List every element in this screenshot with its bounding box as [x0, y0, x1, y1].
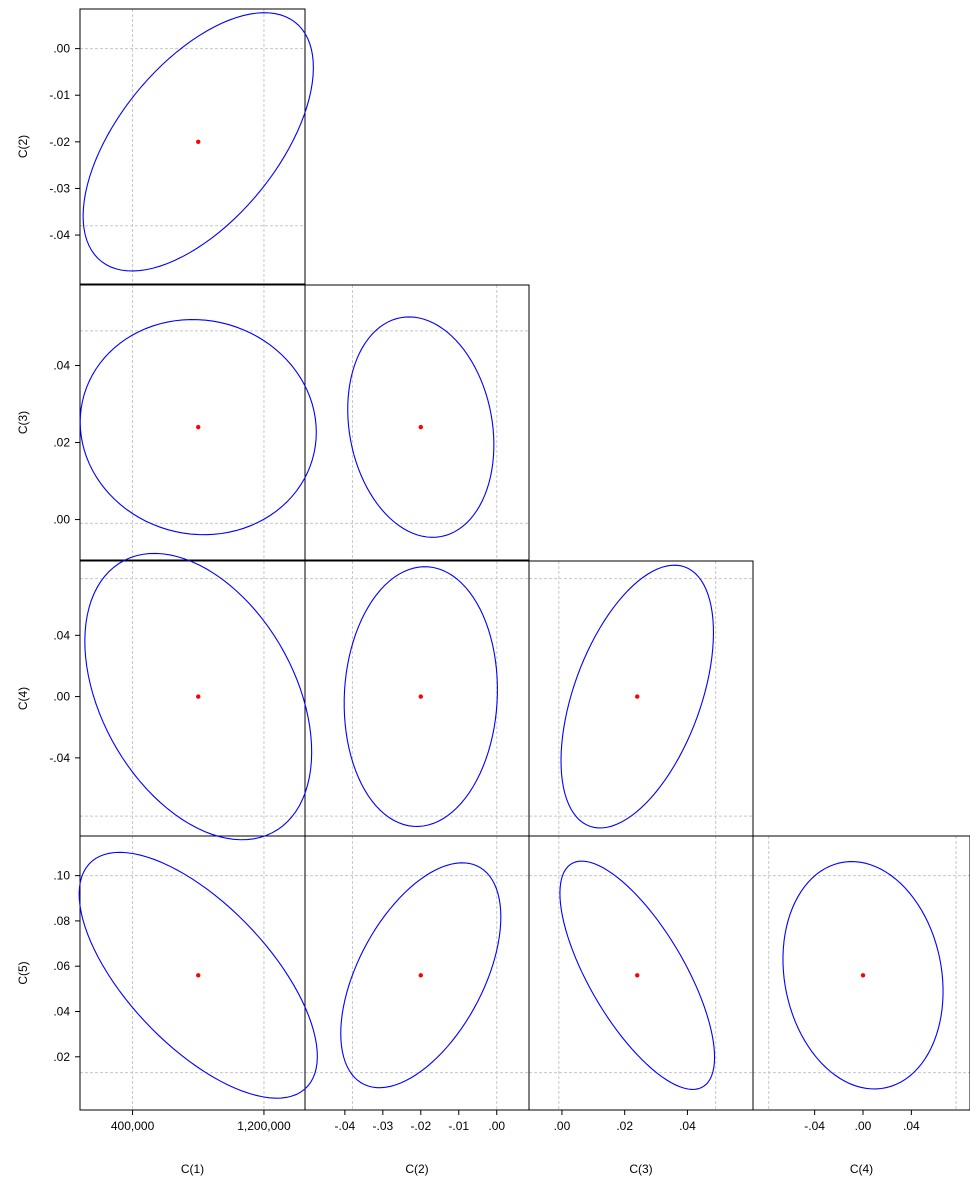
- x-tick-label-c2-4: .00: [488, 1119, 505, 1133]
- x-tick-label-c4-0: -.04: [804, 1119, 825, 1133]
- panel-frame-c2-c5: [304, 835, 530, 1111]
- frame-layer: [79, 8, 970, 1111]
- estimate-point-c2-c4: [418, 694, 423, 699]
- y-tick-label-c3-2: .04: [53, 358, 70, 372]
- x-axis-label-c3: C(3): [629, 1162, 652, 1176]
- x-tick-label-c2-2: -.02: [410, 1119, 431, 1133]
- tick-layer: -.04 -.03 -.02 -.01 .00 .00 .02 .04 -.04 .00 .04 .0…: [49, 42, 920, 1133]
- y-tick-label-c5-3: .08: [53, 914, 70, 928]
- x-axis-label-c1: C(1): [181, 1162, 204, 1176]
- grid-layer: [80, 9, 970, 1110]
- confidence-ellipse-c1-c5: [78, 851, 318, 1099]
- estimate-point-c3-c5: [635, 973, 640, 978]
- estimate-point-c2-c3: [418, 424, 423, 430]
- y-tick-label-c4-1: .00: [53, 690, 70, 704]
- panel-frame-c2-c4: [304, 560, 530, 837]
- confidence-ellipse-c2-c3: [347, 316, 495, 538]
- y-tick-label-c2-2: -.02: [49, 135, 70, 149]
- x-tick-label-c2-1: -.03: [372, 1119, 393, 1133]
- y-tick-label-c2-3: -.01: [49, 88, 70, 102]
- x-tick-label-c4-2: .04: [903, 1119, 920, 1133]
- panel-frame-c1-c2: [79, 8, 306, 285]
- x-axis-label-c2: C(2): [405, 1162, 428, 1176]
- x-tick-label-c1-1: 1,200,000: [237, 1119, 291, 1133]
- point-layer: [196, 139, 866, 978]
- panel-frame-c1-c4: [79, 560, 306, 837]
- estimate-point-c1-c5: [196, 973, 201, 978]
- panel-frame-c3-c4: [528, 560, 754, 837]
- x-axis-label-c4: C(4): [850, 1162, 873, 1176]
- estimate-point-c2-c5: [418, 973, 423, 978]
- y-tick-label-c2-1: -.03: [49, 181, 70, 195]
- x-tick-label-c1-0: 400,000: [111, 1119, 155, 1133]
- estimate-point-c1-c3: [196, 424, 201, 430]
- x-tick-label-c4-1: .00: [855, 1119, 872, 1133]
- panel-frame-c4-c5: [752, 835, 970, 1111]
- confidence-ellipse-c1-c2: [82, 12, 314, 272]
- y-tick-label-c5-1: .04: [53, 1004, 70, 1018]
- y-tick-label-c2-4: .00: [53, 42, 70, 56]
- y-axis-label-c2: C(2): [16, 135, 30, 158]
- estimate-point-c1-c4: [196, 694, 201, 699]
- y-tick-label-c4-0: -.04: [49, 751, 70, 765]
- x-tick-label-c2-0: -.04: [335, 1119, 356, 1133]
- estimate-point-c1-c2: [196, 139, 201, 145]
- y-tick-label-c2-0: -.04: [49, 228, 70, 242]
- confidence-ellipse-c2-c5: [340, 862, 502, 1089]
- x-tick-label-c3-2: .04: [679, 1119, 696, 1133]
- ellipse-layer: [78, 12, 944, 1099]
- panel-frame-c1-c3: [79, 284, 306, 561]
- confidence-ellipse-c3-c4: [560, 564, 715, 829]
- confidence-ellipse-c1-c3: [79, 319, 317, 536]
- label-layer: C(2) C(3) C(4) C(5) C(1) C(2) C(3) C(4): [16, 135, 873, 1176]
- confidence-ellipse-c3-c5: [559, 860, 716, 1090]
- x-tick-label-c3-1: .02: [616, 1119, 633, 1133]
- y-tick-label-c3-1: .02: [53, 436, 70, 450]
- y-tick-label-c5-4: .10: [53, 869, 70, 883]
- panel-frame-c1-c5: [79, 835, 306, 1111]
- x-tick-label-c2-3: -.01: [448, 1119, 469, 1133]
- y-tick-label-c4-2: .04: [53, 628, 70, 642]
- panel-frame-c2-c3: [304, 284, 530, 561]
- y-tick-label-c5-2: .06: [53, 959, 70, 973]
- y-axis-label-c4: C(4): [16, 687, 30, 710]
- confidence-ellipse-c2-c4: [343, 566, 498, 827]
- y-tick-label-c3-0: .00: [53, 513, 70, 527]
- estimate-point-c3-c4: [635, 694, 640, 699]
- y-tick-label-c5-0: .02: [53, 1050, 70, 1064]
- y-axis-label-c3: C(3): [16, 411, 30, 434]
- y-axis-label-c5: C(5): [16, 961, 30, 984]
- confidence-ellipse-c4-c5: [782, 861, 944, 1090]
- x-tick-label-c3-0: .00: [554, 1119, 571, 1133]
- estimate-point-c4-c5: [860, 973, 866, 978]
- confidence-ellipse-c1-c4: [84, 552, 313, 841]
